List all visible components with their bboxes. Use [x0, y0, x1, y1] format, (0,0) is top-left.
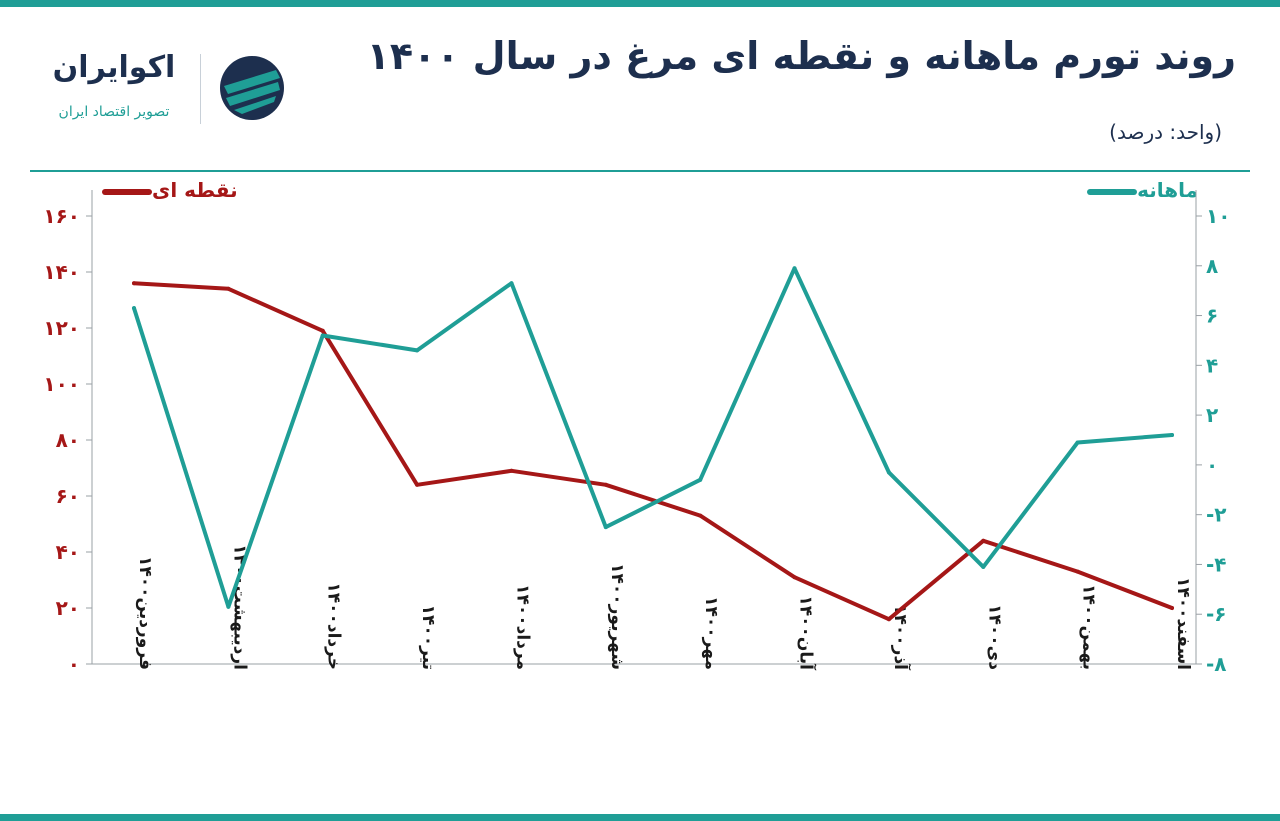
y-left-tick-label: ۱۴۰ — [43, 260, 80, 284]
x-tick-label: آبان۱۴۰۰ — [796, 595, 818, 671]
y-right-tick-label: ۱۰ — [1206, 204, 1230, 228]
x-tick-label: خرداد۱۴۰۰ — [324, 582, 344, 670]
y-left-tick-label: ۲۰ — [56, 596, 80, 620]
header-divider — [30, 170, 1250, 172]
series-line-point-inflation — [132, 281, 1174, 622]
data-point-monthly-inflation — [509, 281, 514, 286]
y-right-tick-label: -۴ — [1206, 552, 1227, 576]
y-right-tick-label: -۸ — [1206, 652, 1227, 676]
y-right-tick-label: ۲ — [1206, 403, 1218, 427]
y-left-tick-label: ۱۰۰ — [43, 372, 80, 396]
data-point-point-inflation — [792, 575, 797, 580]
data-point-point-inflation — [981, 538, 986, 543]
legend-monthly: ماهانه — [1079, 178, 1198, 202]
data-point-monthly-inflation — [1075, 440, 1080, 445]
unit-label: (واحد: درصد) — [1109, 120, 1222, 144]
series-line-monthly-inflation — [132, 266, 1174, 609]
y-right-tick-label: -۲ — [1206, 503, 1227, 527]
data-point-monthly-inflation — [132, 306, 136, 311]
legend-monthly-label: ماهانه — [1137, 178, 1198, 202]
data-point-point-inflation — [415, 482, 420, 487]
data-point-point-inflation — [603, 482, 608, 487]
logo-tagline: تصویر اقتصاد ایران — [58, 104, 170, 120]
legend-point: نقطه ای — [94, 178, 238, 202]
y-right-tick-label: ۶ — [1206, 304, 1218, 328]
data-point-monthly-inflation — [226, 604, 231, 609]
y-left-tick-label: ۱۲۰ — [43, 316, 80, 340]
legend-monthly-swatch — [1087, 188, 1138, 195]
y-right-tick-label: -۶ — [1206, 602, 1227, 626]
top-accent-bar — [0, 0, 1280, 7]
x-tick-label: اردیبهشت۱۴۰۰ — [229, 544, 249, 670]
x-tick-label: شهریور۱۴۰۰ — [607, 563, 627, 670]
data-point-monthly-inflation — [1170, 433, 1174, 438]
logo-divider — [200, 54, 201, 124]
y-left-tick-label: ۱۶۰ — [43, 204, 80, 228]
data-point-point-inflation — [226, 286, 231, 291]
y-left-tick-label: ۸۰ — [56, 428, 80, 452]
logo-name: اکوایران — [52, 50, 176, 85]
data-point-monthly-inflation — [886, 470, 891, 475]
data-point-monthly-inflation — [792, 266, 797, 271]
logo: اکوایران تصویر اقتصاد ایران — [30, 44, 300, 134]
data-point-monthly-inflation — [698, 477, 703, 482]
y-left-tick-label: ۰ — [68, 652, 80, 676]
x-tick-label: بهمن۱۴۰۰ — [1079, 584, 1099, 670]
y-right-tick-label: ۰ — [1206, 453, 1218, 477]
x-tick-label: دی۱۴۰۰ — [984, 604, 1004, 670]
data-point-point-inflation — [320, 328, 325, 333]
y-left-tick-label: ۶۰ — [56, 484, 80, 508]
data-point-point-inflation — [698, 513, 703, 518]
data-point-point-inflation — [1170, 606, 1174, 610]
data-point-point-inflation — [509, 468, 514, 473]
data-point-monthly-inflation — [415, 348, 420, 353]
bottom-accent-bar — [0, 814, 1280, 821]
x-tick-label: مهر۱۴۰۰ — [701, 596, 721, 670]
data-point-point-inflation — [886, 617, 891, 622]
x-tick-label: آذر۱۴۰۰ — [890, 604, 912, 671]
data-point-monthly-inflation — [981, 564, 986, 569]
data-point-point-inflation — [1075, 569, 1080, 574]
data-point-point-inflation — [132, 281, 136, 286]
x-tick-label: فروردین۱۴۰۰ — [135, 556, 155, 670]
y-right-tick-label: ۸ — [1206, 254, 1218, 278]
y-right-tick-label: ۴ — [1206, 353, 1218, 377]
x-tick-label: اسفند۱۴۰۰ — [1173, 577, 1193, 670]
legend-point-label: نقطه ای — [152, 178, 238, 202]
ecoiran-logo-icon — [220, 56, 284, 120]
x-tick-label: مرداد۱۴۰۰ — [512, 584, 532, 670]
data-point-monthly-inflation — [603, 525, 608, 530]
chart-title: روند تورم ماهانه و نقطه ای مرغ در سال ۱۴… — [366, 34, 1236, 78]
x-tick-label: تیر۱۴۰۰ — [418, 605, 438, 670]
y-left-tick-label: ۴۰ — [56, 540, 80, 564]
data-point-monthly-inflation — [320, 333, 325, 338]
legend-point-swatch — [102, 188, 152, 195]
